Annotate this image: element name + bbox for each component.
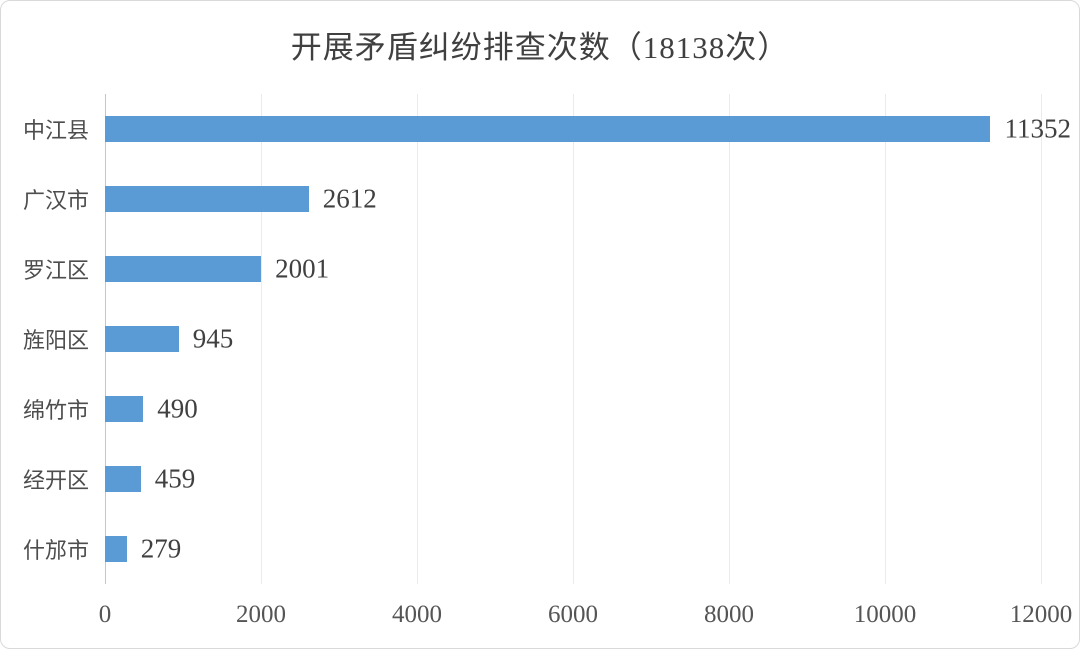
bar-value-label: 279 [140,533,182,564]
bar-value-label: 2001 [275,253,330,284]
category-label: 中江县 [22,118,89,143]
x-tick-label: 12000 [1009,601,1073,628]
bar-value-label: 945 [192,323,234,354]
category-label: 什邡市 [22,538,89,563]
bar-value-label: 11352 [1004,113,1071,144]
x-tick-label: 4000 [392,601,442,628]
bar-value-label: 490 [157,393,198,424]
gridline [573,94,574,584]
chart-title: 开展矛盾纠纷排查次数（18138次） [290,30,790,65]
gridline [729,94,730,584]
bar [105,536,127,562]
bar [105,116,991,142]
gridline [261,94,262,584]
category-label: 罗江区 [22,258,89,283]
bar [105,396,144,422]
x-tick-label: 6000 [548,601,598,628]
x-tick-label: 0 [98,601,112,628]
x-tick-label: 10000 [853,601,917,628]
bar-value-label: 2612 [322,183,377,214]
category-label: 广汉市 [22,188,89,213]
gridline [1041,94,1042,584]
plot-area: 11352 2612 2001 945 490 459 279 [105,94,1071,584]
bar [105,256,262,282]
category-label: 旌阳区 [22,328,89,353]
bar-value-label: 459 [154,463,196,494]
x-tick-label: 8000 [704,601,754,628]
bar [105,186,309,212]
bar [105,466,141,492]
gridline [885,94,886,584]
x-tick-label: 2000 [236,601,286,628]
category-label: 经开区 [22,468,89,493]
gridline [417,94,418,584]
bar [105,326,179,352]
category-label: 绵竹市 [22,398,89,423]
